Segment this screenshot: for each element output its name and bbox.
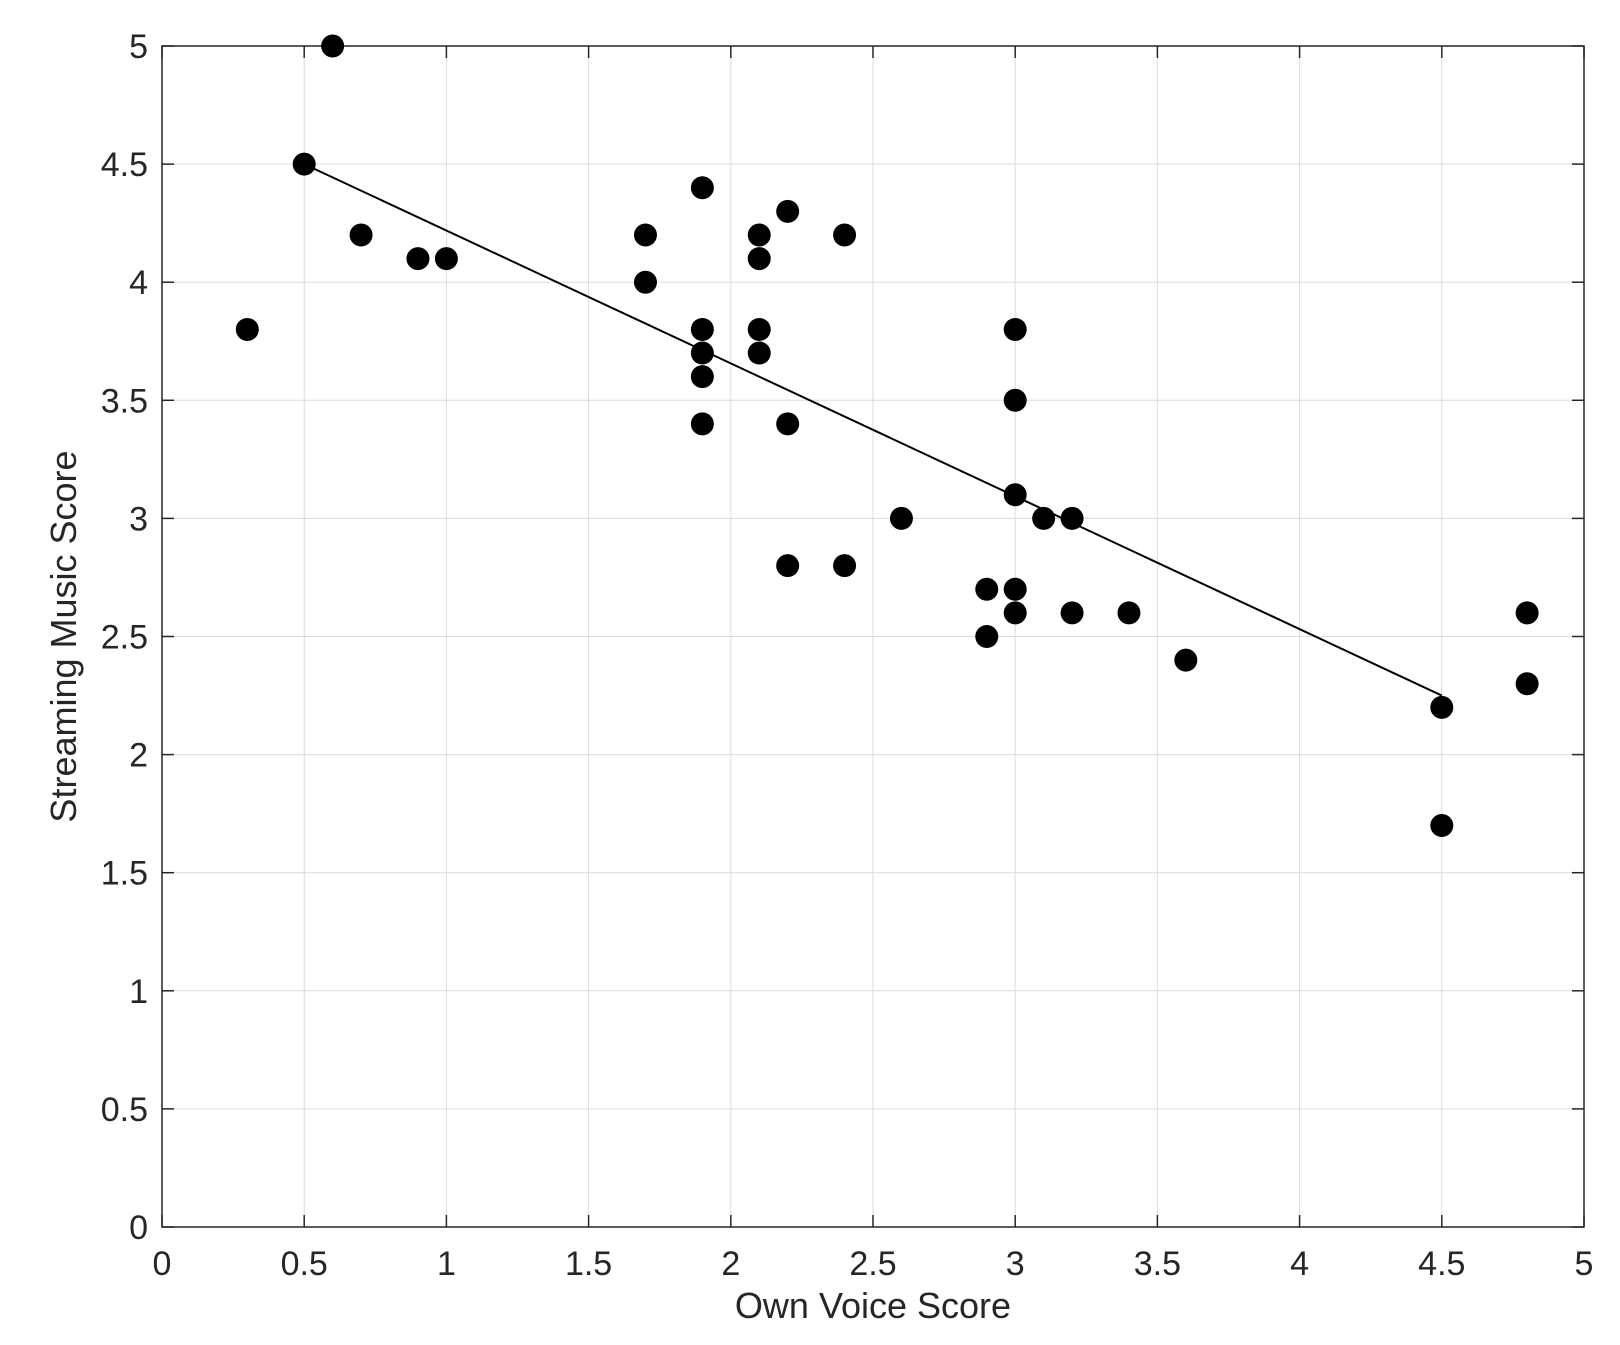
data-point [349, 223, 373, 247]
data-point [1003, 601, 1027, 625]
y-tick-label: 4 [129, 264, 148, 302]
y-tick-label: 0.5 [101, 1091, 148, 1129]
data-point [889, 506, 913, 530]
x-tick-label: 1.5 [565, 1245, 612, 1283]
data-point [776, 554, 800, 578]
y-tick-label: 2 [129, 737, 148, 775]
data-point [406, 247, 430, 271]
data-point [975, 577, 999, 601]
x-tick-label: 3 [1006, 1245, 1025, 1283]
data-point [1430, 813, 1454, 837]
data-point [1515, 601, 1539, 625]
data-point [1060, 601, 1084, 625]
y-tick-label: 3.5 [101, 382, 148, 420]
x-tick-label: 0 [153, 1245, 172, 1283]
data-point [747, 223, 771, 247]
grid-lines [161, 45, 1585, 1228]
x-tick-label: 0.5 [281, 1245, 328, 1283]
data-point [833, 223, 857, 247]
data-point [747, 247, 771, 271]
x-tick-labels: 0 0.5 1 1.5 2 2.5 3 3.5 4 4.5 5 [153, 1245, 1594, 1283]
data-points [235, 34, 1539, 837]
y-tick-label: 1 [129, 973, 148, 1011]
data-point [690, 317, 714, 341]
data-point [1003, 577, 1027, 601]
data-point [1003, 317, 1027, 341]
data-point [690, 365, 714, 389]
data-point [434, 247, 458, 271]
y-tick-label: 5 [129, 28, 148, 66]
data-point [776, 199, 800, 223]
data-point [633, 270, 657, 294]
data-point [1032, 506, 1056, 530]
data-point [747, 341, 771, 365]
y-tick-label: 4.5 [101, 146, 148, 184]
data-point [1515, 672, 1539, 696]
data-point [1003, 388, 1027, 412]
data-point [690, 412, 714, 436]
x-tick-label: 4 [1290, 1245, 1309, 1283]
data-point [1060, 506, 1084, 530]
x-tick-label: 3.5 [1134, 1245, 1181, 1283]
x-tick-label: 2 [721, 1245, 740, 1283]
x-axis-title: Own Voice Score [735, 1285, 1011, 1326]
x-tick-label: 2.5 [849, 1245, 896, 1283]
data-point [1117, 601, 1141, 625]
data-point [690, 341, 714, 365]
data-point [235, 317, 259, 341]
x-tick-label: 1 [437, 1245, 456, 1283]
data-point [833, 554, 857, 578]
regression-line-group [303, 163, 1443, 697]
x-tick-label: 4.5 [1418, 1245, 1465, 1283]
x-tick-label: 5 [1575, 1245, 1594, 1283]
data-point [975, 625, 999, 648]
data-point [321, 34, 345, 58]
regression-line [303, 163, 1443, 697]
y-axis-title: Streaming Music Score [43, 450, 84, 822]
data-point [776, 412, 800, 436]
data-point [1430, 695, 1454, 719]
data-point [690, 176, 714, 200]
data-point [1003, 483, 1027, 507]
y-tick-label: 1.5 [101, 855, 148, 893]
data-point [633, 223, 657, 247]
data-point [1174, 648, 1198, 672]
y-tick-labels: 0 0.5 1 1.5 2 2.5 3 3.5 4 4.5 5 [101, 28, 148, 1247]
y-tick-label: 3 [129, 500, 148, 538]
data-point [747, 317, 771, 341]
data-point [292, 152, 316, 176]
y-tick-label: 2.5 [101, 619, 148, 657]
axis-ticks [161, 45, 1585, 1228]
y-tick-label: 0 [129, 1209, 148, 1247]
